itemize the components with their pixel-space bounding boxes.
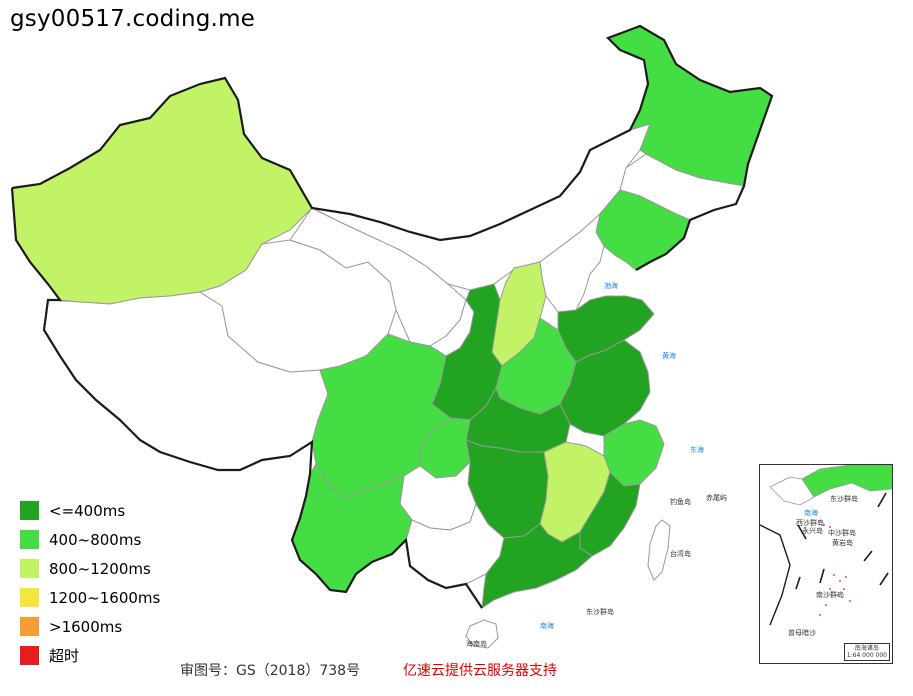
- inset-label-dongsha: 东沙群岛: [830, 494, 858, 503]
- region-guangdong[interactable]: [481, 523, 593, 610]
- island-label-diaoyu: 钓鱼岛: [670, 497, 691, 506]
- region-hebei[interactable]: [539, 212, 605, 313]
- legend: <=400ms 400~800ms 800~1200ms 1200~1600ms >16…: [20, 496, 160, 670]
- national-border: [11, 24, 774, 271]
- sea-label-donghai: 东海: [690, 445, 704, 454]
- legend-swatch: [20, 559, 39, 578]
- map-approval-number: 审图号：GS（2018）738号: [180, 663, 361, 679]
- legend-swatch: [20, 501, 39, 520]
- legend-item: 1200~1600ms: [20, 583, 160, 612]
- inset-map: 东沙群岛 南海 西沙群岛 永兴岛 中沙群岛 黄岩岛 南沙群岛 曾母暗沙: [760, 465, 892, 637]
- legend-swatch: [20, 646, 39, 665]
- legend-item: 超时: [20, 641, 160, 670]
- legend-label: 800~1200ms: [49, 559, 151, 578]
- sea-label-huanghai: 黄海: [662, 351, 676, 360]
- island-label-hainan: 海南岛: [466, 639, 487, 648]
- island-label-taiwan: 台湾岛: [670, 549, 691, 558]
- legend-label: <=400ms: [49, 501, 126, 520]
- inset-caption-scale: 1:64 000 000: [846, 652, 887, 659]
- inset-label-huangyan: 黄岩岛: [832, 538, 853, 547]
- region-heilongjiang[interactable]: [607, 25, 773, 187]
- legend-item: <=400ms: [20, 496, 160, 525]
- sea-label-nanhai: 南海: [540, 621, 554, 630]
- inset-label-nanhai: 南海: [804, 508, 818, 517]
- legend-swatch: [20, 617, 39, 636]
- inset-label-nansha: 南沙群岛: [816, 590, 844, 599]
- inset-label-yongxing: 永兴岛: [802, 526, 823, 535]
- legend-label: 超时: [49, 647, 80, 665]
- page-title: gsy00517.coding.me: [10, 6, 256, 32]
- island-label-dongsha: 东沙群岛: [586, 607, 614, 616]
- legend-label: >1600ms: [49, 617, 123, 636]
- sea-label-bohai: 渤海: [604, 281, 618, 290]
- inset-caption: 南海诸岛 1:64 000 000: [843, 643, 890, 661]
- sponsor-link[interactable]: 亿速云提供云服务器支持: [403, 663, 557, 679]
- region-hainan[interactable]: [465, 619, 499, 649]
- legend-label: 400~800ms: [49, 530, 142, 549]
- region-taiwan[interactable]: [647, 519, 671, 581]
- legend-label: 1200~1600ms: [49, 588, 161, 607]
- region-shandong[interactable]: [557, 295, 655, 363]
- south-china-sea-inset: 东沙群岛 南海 西沙群岛 永兴岛 中沙群岛 黄岩岛 南沙群岛 曾母暗沙 南海诸岛…: [759, 464, 893, 664]
- inset-label-xisha: 西沙群岛: [796, 518, 824, 527]
- inset-label-zengmu: 曾母暗沙: [788, 628, 816, 637]
- inset-label-zhongsha: 中沙群岛: [828, 528, 856, 537]
- legend-item: 800~1200ms: [20, 554, 160, 583]
- southwest-border: [10, 187, 483, 609]
- island-label-chiwei: 赤尾屿: [706, 493, 727, 502]
- legend-swatch: [20, 588, 39, 607]
- legend-item: >1600ms: [20, 612, 160, 641]
- inset-caption-title: 南海诸岛: [854, 645, 879, 652]
- legend-item: 400~800ms: [20, 525, 160, 554]
- legend-swatch: [20, 530, 39, 549]
- region-fujian[interactable]: [579, 471, 641, 557]
